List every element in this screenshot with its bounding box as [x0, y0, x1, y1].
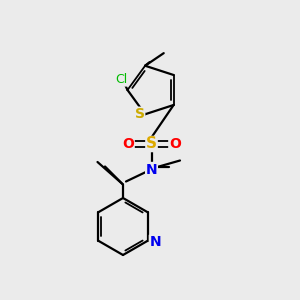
- Text: N: N: [149, 235, 161, 249]
- Text: N: N: [146, 163, 157, 176]
- Text: S: S: [135, 107, 145, 121]
- Text: S: S: [146, 136, 157, 152]
- Text: O: O: [122, 137, 134, 151]
- Text: O: O: [169, 137, 181, 151]
- Text: Cl: Cl: [115, 73, 127, 86]
